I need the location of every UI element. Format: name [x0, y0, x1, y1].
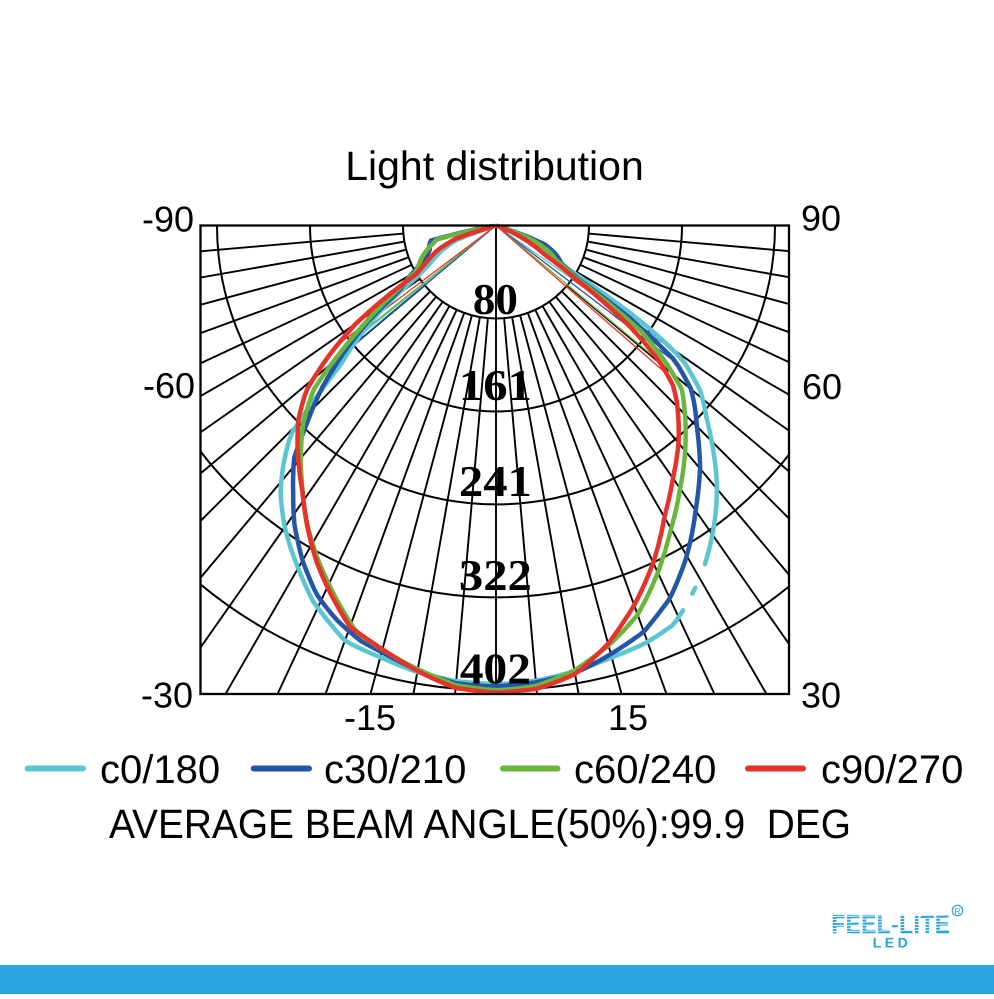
svg-text:-90: -90: [142, 199, 194, 240]
svg-text:402: 402: [460, 645, 531, 694]
svg-text:-60: -60: [143, 365, 195, 406]
svg-text:90: 90: [801, 198, 841, 239]
svg-text:-30: -30: [141, 675, 193, 716]
svg-text:c0/180: c0/180: [100, 748, 220, 792]
svg-text:161: 161: [459, 361, 532, 410]
svg-text:c90/270: c90/270: [821, 748, 963, 792]
svg-text:c30/210: c30/210: [324, 748, 466, 792]
svg-text:-15: -15: [344, 697, 396, 738]
svg-text:15: 15: [608, 697, 648, 738]
svg-text:Light distribution: Light distribution: [345, 143, 644, 189]
svg-text:30: 30: [801, 675, 841, 716]
svg-text:c60/240: c60/240: [574, 748, 716, 792]
svg-text:322: 322: [459, 551, 532, 600]
svg-text:80: 80: [473, 275, 518, 324]
svg-text:LED: LED: [873, 935, 912, 951]
svg-text:R: R: [954, 906, 960, 916]
svg-text:241: 241: [459, 457, 532, 506]
svg-text:AVERAGE BEAM ANGLE(50%):99.9: AVERAGE BEAM ANGLE(50%):99.9 DEG: [109, 801, 851, 847]
svg-text:60: 60: [802, 366, 842, 407]
